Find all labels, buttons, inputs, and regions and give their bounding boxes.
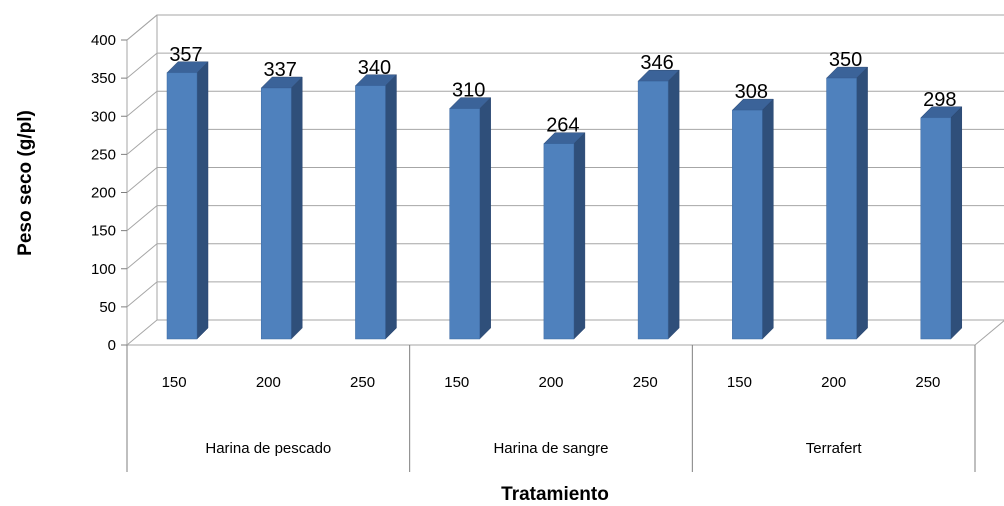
x-tick-label: 250 xyxy=(633,374,658,391)
y-tick-label: 100 xyxy=(91,261,116,278)
bar-side xyxy=(950,106,963,340)
gridlines xyxy=(126,14,1004,346)
y-tick-label: 300 xyxy=(91,108,116,125)
x-tick-label: 150 xyxy=(444,374,469,391)
y-tick-label: 150 xyxy=(91,223,116,240)
bar-side xyxy=(573,132,586,340)
data-label: 350 xyxy=(829,49,862,71)
bar xyxy=(732,109,763,340)
x-tick-label: 250 xyxy=(350,374,375,391)
gridline xyxy=(126,14,1004,41)
gridline xyxy=(126,128,1004,155)
x-tick-label: 200 xyxy=(821,374,846,391)
gridline xyxy=(126,205,1004,232)
gridline xyxy=(126,167,1004,193)
bar-side xyxy=(196,61,209,340)
y-tick-label: 350 xyxy=(91,70,116,87)
data-label: 340 xyxy=(358,57,391,79)
gridline xyxy=(126,243,1004,270)
group-label: Terrafert xyxy=(806,440,863,457)
gridline xyxy=(126,52,1004,79)
x-tick-label: 150 xyxy=(162,374,187,391)
data-label: 357 xyxy=(169,44,202,66)
data-label: 310 xyxy=(452,80,485,102)
bar xyxy=(260,87,292,340)
bar xyxy=(826,77,857,340)
bar xyxy=(355,85,386,340)
bar xyxy=(543,143,575,340)
data-label: 308 xyxy=(735,81,768,103)
x-axis-title: Tratamiento xyxy=(501,484,609,505)
bar-side xyxy=(856,66,868,340)
y-tick-label: 250 xyxy=(91,146,116,163)
x-tick-label: 150 xyxy=(727,374,752,391)
bar-side xyxy=(479,97,491,340)
x-tick-label: 250 xyxy=(915,374,940,391)
y-axis: 0 50 100 150 200 250 300 350 400 xyxy=(91,32,127,354)
x-tick-label: 200 xyxy=(256,374,281,391)
x-axis: 150 200 250 150 200 250 150 200 250 Harina de pes… xyxy=(126,345,976,472)
gridline xyxy=(126,319,1004,346)
bar-side xyxy=(290,76,303,340)
y-axis-title: Peso seco (g/pl) xyxy=(15,110,36,256)
floor-right-edge xyxy=(974,320,1004,346)
gridline xyxy=(126,281,1004,308)
group-label: Harina de sangre xyxy=(493,440,608,457)
data-label: 346 xyxy=(640,52,673,74)
data-label: 337 xyxy=(264,59,297,81)
x-tick-label: 200 xyxy=(538,374,563,391)
bar xyxy=(637,80,669,340)
data-label: 264 xyxy=(546,115,579,137)
group-label: Harina de pescado xyxy=(205,440,331,457)
bar xyxy=(920,117,952,340)
gridline xyxy=(126,90,1004,117)
y-tick-label: 0 xyxy=(108,337,116,354)
bar-side xyxy=(667,69,680,340)
y-tick-label: 400 xyxy=(91,32,116,49)
bar xyxy=(449,108,480,340)
bar-side xyxy=(385,74,397,340)
bars xyxy=(166,61,963,340)
y-tick-label: 200 xyxy=(91,185,116,202)
y-tick-label: 50 xyxy=(99,299,116,316)
data-labels: 357 337 340 310 264 346 308 350 298 xyxy=(169,44,956,137)
bar xyxy=(166,72,198,340)
bar-side xyxy=(762,98,774,340)
data-label: 298 xyxy=(923,89,956,111)
